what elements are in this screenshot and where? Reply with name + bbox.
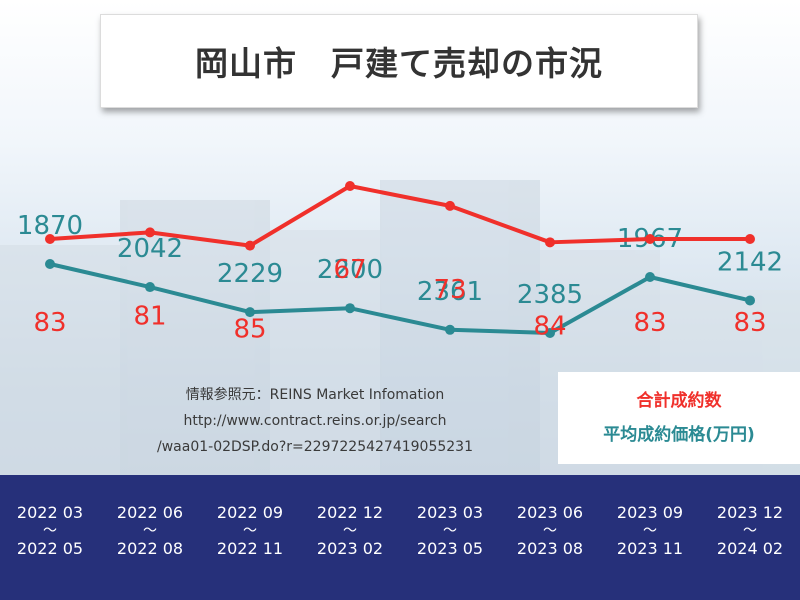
count-data-label: 83 <box>733 308 766 338</box>
legend-price-label: 平均成約価格(万円) <box>603 425 755 445</box>
count-point <box>445 200 455 211</box>
legend-count-label: 合計成約数 <box>636 391 722 411</box>
source-note: 情報参照元：REINS Market Infomation http://www… <box>140 382 490 460</box>
chart-title: 岡山市 戸建て売却の市況 <box>195 44 603 83</box>
count-point <box>645 234 655 244</box>
price-data-label: 2361 <box>417 277 483 307</box>
price-data-label: 2229 <box>217 259 283 289</box>
period-end: 2022 08 <box>116 539 184 558</box>
price-data-label: 2142 <box>717 247 783 277</box>
period-end: 2024 02 <box>716 539 784 558</box>
price-point <box>345 303 355 314</box>
period-label: 2022 09 ～ 2022 11 <box>200 501 300 561</box>
price-data-label: 2385 <box>517 280 583 310</box>
count-data-label: 73 <box>433 275 466 305</box>
period-end: 2023 08 <box>516 539 584 558</box>
period-separator: ～ <box>43 523 57 539</box>
period-label: 2023 03 ～ 2023 05 <box>400 501 500 561</box>
period-label: 2023 06 ～ 2023 08 <box>500 501 600 561</box>
count-data-label: 85 <box>233 315 266 345</box>
period-end: 2023 11 <box>616 539 684 558</box>
line-chart: 1870204222292200236123851967214283818567… <box>0 180 800 475</box>
legend: 合計成約数 平均成約価格(万円) <box>558 372 800 464</box>
price-point <box>645 271 655 282</box>
price-data-label: 2200 <box>317 255 383 285</box>
price-point <box>245 307 255 318</box>
period-end: 2022 05 <box>16 539 84 558</box>
period-label: 2023 12 ～ 2024 02 <box>700 501 800 561</box>
period-start: 2022 06 <box>116 503 184 522</box>
period-end: 2023 05 <box>416 539 484 558</box>
price-point <box>545 328 555 338</box>
count-line <box>49 184 750 248</box>
period-separator: ～ <box>743 523 757 539</box>
period-start: 2022 03 <box>16 503 84 522</box>
price-point <box>745 295 755 306</box>
price-point <box>45 259 55 269</box>
count-data-label: 81 <box>133 301 166 331</box>
period-separator: ～ <box>543 523 557 539</box>
price-data-label: 2042 <box>117 234 183 264</box>
period-start: 2022 12 <box>316 503 384 522</box>
price-line <box>49 262 751 335</box>
period-separator: ～ <box>643 523 657 539</box>
count-point <box>245 240 255 251</box>
period-end: 2023 02 <box>316 539 384 558</box>
period-start: 2023 03 <box>416 503 484 522</box>
period-start: 2023 12 <box>716 503 784 522</box>
period-label: 2022 06 ～ 2022 08 <box>100 501 200 561</box>
period-separator: ～ <box>443 523 457 539</box>
count-data-label: 84 <box>533 311 566 341</box>
source-line-2: http://www.contract.reins.or.jp/search <box>183 413 447 429</box>
period-start: 2023 09 <box>616 503 684 522</box>
period-start: 2023 06 <box>516 503 584 522</box>
period-separator: ～ <box>343 523 357 539</box>
building-silhouettes <box>0 180 800 475</box>
count-data-label: 83 <box>633 308 666 338</box>
period-start: 2022 09 <box>216 503 284 522</box>
price-point <box>145 282 155 293</box>
count-point <box>45 234 55 244</box>
count-point <box>345 181 355 191</box>
count-point <box>545 237 555 248</box>
period-separator: ～ <box>243 523 257 539</box>
period-band <box>0 475 800 600</box>
count-data-label: 83 <box>33 308 66 338</box>
price-point <box>445 324 455 335</box>
count-point <box>145 227 155 238</box>
count-point <box>745 234 755 244</box>
count-data-label: 67 <box>333 255 366 285</box>
period-label: 2022 12 ～ 2023 02 <box>300 501 400 561</box>
period-label: 2022 03 ～ 2022 05 <box>0 501 100 561</box>
source-line-1: 情報参照元：REINS Market Infomation <box>185 387 445 403</box>
period-end: 2022 11 <box>216 539 284 558</box>
period-separator: ～ <box>143 523 157 539</box>
period-label: 2023 09 ～ 2023 11 <box>600 501 700 561</box>
title-box: 岡山市 戸建て売却の市況 <box>100 14 698 108</box>
source-line-3: /waa01-02DSP.do?r=2297225427419055231 <box>157 439 473 455</box>
